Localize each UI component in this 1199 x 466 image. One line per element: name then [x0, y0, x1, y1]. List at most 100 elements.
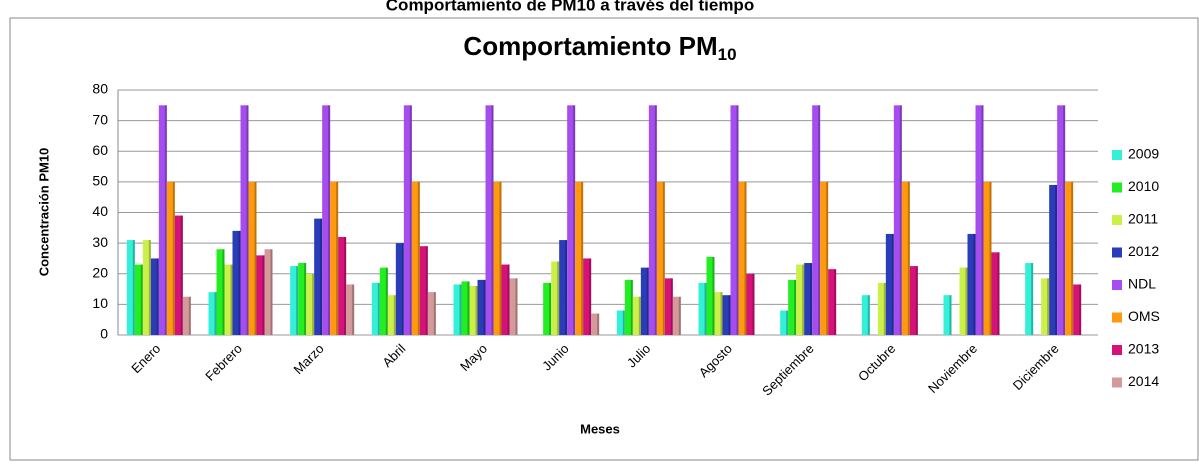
bar-shade [254, 181, 257, 335]
bar [901, 181, 910, 335]
bar [730, 105, 739, 335]
bar [461, 281, 470, 335]
bar-shade [140, 264, 143, 335]
bar-shade [230, 264, 233, 335]
bar [306, 273, 315, 335]
bar-shade [810, 263, 813, 335]
bar [1065, 181, 1074, 335]
bar-shade [728, 295, 731, 335]
bar-shade [499, 181, 502, 335]
bar-shade [180, 215, 183, 335]
bar [804, 263, 813, 335]
bar [738, 181, 747, 335]
legend-label: 2011 [1128, 211, 1158, 227]
bar [322, 105, 331, 335]
bar-shade [573, 105, 576, 335]
bar [632, 296, 641, 335]
legend-label: 2013 [1128, 341, 1159, 357]
y-tick-label: 20 [92, 264, 108, 280]
bar-shade [164, 105, 167, 335]
bar [656, 181, 665, 335]
bar [828, 269, 837, 335]
bar [543, 282, 552, 335]
bar [411, 181, 420, 335]
bar [216, 249, 225, 335]
y-tick-label: 70 [92, 111, 108, 127]
bar [453, 284, 462, 335]
bar-shade [188, 296, 191, 335]
bar [134, 264, 143, 335]
bar [142, 240, 151, 335]
bar-shade [1071, 181, 1074, 335]
bar-shade [581, 181, 584, 335]
bar [640, 267, 649, 335]
bar [885, 233, 894, 335]
bar [967, 233, 976, 335]
bar [314, 218, 323, 335]
legend-label: 2014 [1128, 373, 1159, 389]
legend-swatch [1112, 312, 1122, 323]
bar-shade [475, 286, 478, 335]
legend-swatch [1112, 215, 1122, 225]
bar [746, 273, 755, 335]
bar-shade [222, 249, 225, 335]
y-tick-label: 80 [92, 81, 108, 97]
bar-shade [891, 233, 894, 335]
bar [648, 105, 657, 335]
bar [264, 249, 273, 335]
y-tick-label: 50 [92, 173, 108, 189]
bar [959, 267, 968, 335]
bar [485, 105, 494, 335]
bar [591, 313, 600, 335]
bar [387, 295, 396, 335]
bar-shade [565, 240, 568, 335]
bar [780, 310, 789, 335]
bar-shade [352, 284, 355, 335]
bar-shade [867, 295, 870, 335]
bar-shade [270, 249, 273, 335]
bar-shade [704, 282, 707, 335]
bar-shade [262, 255, 265, 335]
bar [616, 310, 625, 335]
bar [208, 292, 217, 335]
page-title: Comportamiento de PM10 a través del tiem… [386, 0, 754, 14]
bar-shade [385, 267, 388, 335]
bar-shade [662, 181, 665, 335]
legend-swatch [1112, 182, 1122, 193]
bar [1049, 184, 1058, 335]
bar-shade [148, 240, 151, 335]
bar-shade [401, 243, 404, 335]
bar [290, 266, 299, 335]
x-axis-label: Meses [580, 421, 620, 436]
bar-shade [622, 310, 625, 335]
bar [796, 264, 805, 335]
bar-shade [883, 282, 886, 335]
bar [624, 279, 633, 335]
bar [583, 258, 592, 335]
bar-shade [393, 295, 396, 335]
bar [126, 240, 135, 335]
bar-shade [246, 105, 249, 335]
legend-swatch [1112, 150, 1122, 160]
bar-shade [736, 105, 739, 335]
bar-shade [654, 105, 657, 335]
bar [820, 181, 829, 335]
bar-shade [377, 282, 380, 335]
bar [174, 215, 183, 335]
chart-title: Comportamiento PM10 [463, 31, 736, 65]
bar [893, 105, 902, 335]
bar-shade [834, 269, 837, 335]
bar [403, 105, 412, 335]
bar-shade [515, 278, 518, 335]
bar-shade [794, 279, 797, 335]
bar-shade [638, 296, 641, 335]
bar-shade [156, 258, 159, 335]
bar-shade [712, 256, 715, 335]
bar [975, 105, 984, 335]
bar-shade [678, 296, 681, 335]
bar [567, 105, 576, 335]
bar-shade [433, 292, 436, 335]
bar [379, 267, 388, 335]
bar [256, 255, 265, 335]
bar-shade [304, 263, 307, 335]
